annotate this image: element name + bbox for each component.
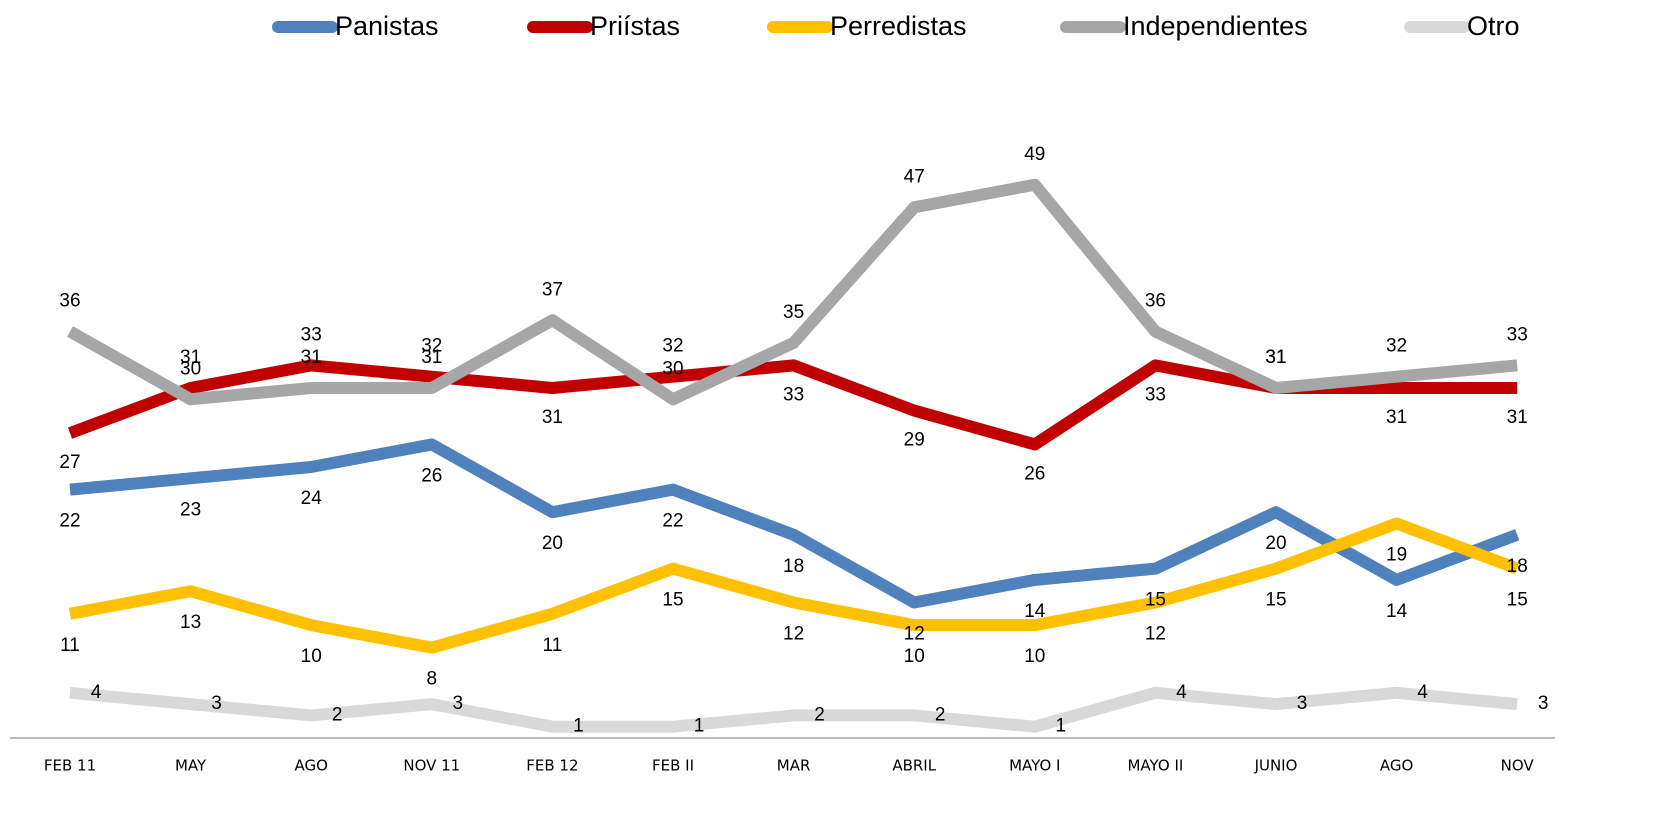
data-label: 3 [211,693,222,714]
x-tick-label: ABRIL [892,757,936,775]
data-label: 15 [1265,590,1286,611]
data-label: 8 [427,669,438,690]
x-tick-label: MAYO I [1009,757,1060,775]
data-label: 31 [1386,407,1407,428]
data-label: 33 [783,384,804,405]
data-label: 33 [301,324,322,345]
data-label: 2 [814,704,825,725]
data-label: 10 [301,646,322,667]
data-label: 19 [1386,544,1407,565]
data-label: 18 [783,556,804,577]
x-tick-label: AGO [1380,757,1413,775]
x-tick-label: AGO [294,757,327,775]
data-label: 31 [301,347,322,368]
series-line [68,517,1520,654]
x-tick-label: MAR [777,757,811,775]
data-label: 22 [662,511,683,532]
data-label: 20 [1265,533,1286,554]
data-label: 23 [180,499,201,520]
data-label: 4 [91,682,102,703]
data-label: 2 [332,704,343,725]
data-label: 30 [662,358,683,379]
data-label: 26 [421,465,442,486]
x-tick-label: NOV 11 [403,757,460,775]
legend-label: Priístas [590,11,680,41]
data-label: 26 [1024,463,1045,484]
data-label: 36 [59,291,80,312]
data-label: 31 [421,347,442,368]
data-label: 31 [1265,347,1286,368]
data-label: 1 [1056,716,1067,737]
data-label: 27 [59,452,80,473]
data-label: 33 [1507,324,1528,345]
legend-label: Perredistas [830,11,967,41]
x-tick-label: FEB 12 [526,757,578,775]
series-line [69,438,1520,609]
data-label: 33 [1145,384,1166,405]
data-label: 36 [1145,291,1166,312]
data-label: 49 [1024,144,1045,165]
data-label: 3 [1538,693,1549,714]
data-label: 22 [59,511,80,532]
x-tick-label: FEB 11 [44,757,96,775]
data-label: 4 [1176,682,1187,703]
data-label: 12 [1145,624,1166,645]
data-label: 1 [573,716,584,737]
x-tick-label: JUNIO [1254,757,1298,775]
data-label: 4 [1417,682,1428,703]
legend-label: Otro [1467,11,1520,41]
series-line [67,178,1518,406]
data-label: 3 [1297,693,1308,714]
data-label: 15 [1145,590,1166,611]
x-tick-label: MAY [175,757,207,775]
data-label: 18 [1507,556,1528,577]
data-label: 32 [662,336,683,357]
data-label: 11 [543,635,563,656]
legend-label: Panistas [335,11,439,41]
data-label: 37 [542,279,563,300]
data-label: 20 [542,533,563,554]
data-label: 14 [1024,601,1046,622]
data-label: 31 [180,347,201,368]
data-label: 31 [1265,347,1286,368]
series-line [69,686,1518,733]
data-label: 35 [783,302,804,323]
data-label: 10 [1024,646,1045,667]
data-label: 12 [783,624,804,645]
data-label: 14 [1386,601,1408,622]
legend-label: Independientes [1123,11,1308,41]
data-label: 10 [904,646,925,667]
data-label: 31 [1507,407,1528,428]
data-label: 30 [180,358,201,379]
data-label: 1 [694,716,705,737]
data-label: 2 [935,704,946,725]
data-label: 15 [662,590,683,611]
data-label: 11 [60,635,80,656]
data-label: 12 [904,624,925,645]
data-label: 13 [180,612,201,633]
data-label: 15 [1507,590,1528,611]
data-label: 32 [421,336,442,357]
x-tick-label: NOV [1501,757,1535,775]
data-label: 47 [904,166,925,187]
data-label: 32 [1386,336,1407,357]
data-label: 29 [904,430,925,451]
data-label: 24 [301,488,323,509]
x-tick-label: FEB II [652,757,694,775]
x-tick-label: MAYO II [1127,757,1183,775]
data-label: 3 [453,693,464,714]
data-label: 31 [542,407,563,428]
